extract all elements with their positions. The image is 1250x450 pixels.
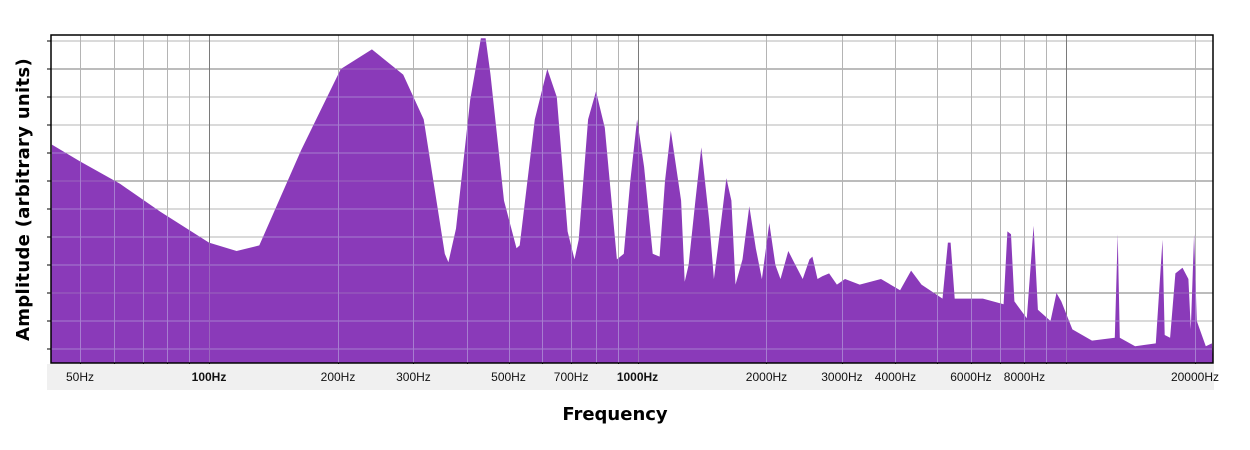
x-tick-label: 700Hz: [553, 370, 589, 384]
x-tick-label: 2000Hz: [745, 370, 788, 384]
y-axis-label-text: Amplitude (arbitrary units): [12, 57, 34, 341]
x-tick-label: 200Hz: [320, 370, 356, 384]
x-tick-label: 4000Hz: [874, 370, 917, 384]
plot-frame: [50, 34, 1214, 364]
x-axis-strip: [47, 364, 1214, 390]
x-tick-label: 50Hz: [65, 370, 95, 384]
x-tick-label: 3000Hz: [821, 370, 863, 384]
x-tick-label: 300Hz: [396, 370, 431, 384]
x-tick-label: 100Hz: [191, 370, 227, 384]
y-axis-label: Amplitude (arbitrary units): [8, 35, 38, 363]
x-tick-label: 8000Hz: [1003, 370, 1046, 384]
x-tick-label: 1000Hz: [616, 370, 659, 384]
x-tick-label: 6000Hz: [950, 370, 992, 384]
spectrum-area: [51, 38, 1213, 363]
x-tick-label: 20000Hz: [1170, 370, 1220, 384]
x-axis-label: Frequency: [562, 404, 668, 425]
x-tick-label: 500Hz: [491, 370, 526, 384]
